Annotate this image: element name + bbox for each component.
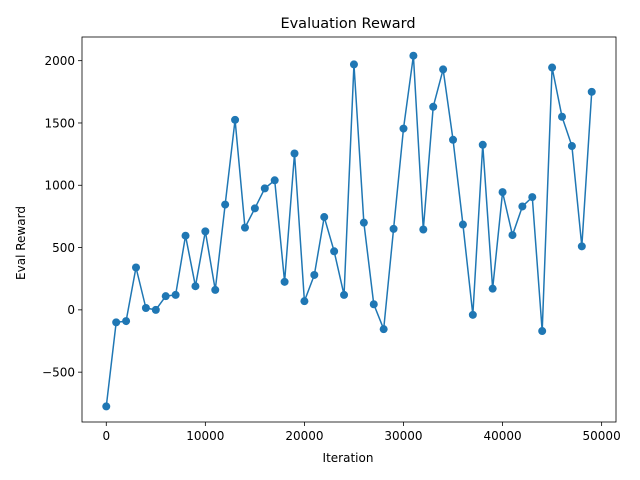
data-point xyxy=(280,277,289,286)
data-point xyxy=(558,112,567,121)
data-point xyxy=(577,242,586,251)
data-point xyxy=(131,263,140,272)
y-tick-label: 2000 xyxy=(44,54,75,68)
data-point xyxy=(518,202,527,211)
data-point xyxy=(122,317,131,326)
data-point xyxy=(359,218,368,227)
y-axis-label: Eval Reward xyxy=(14,206,28,280)
data-point xyxy=(419,225,428,234)
data-point xyxy=(379,325,388,334)
x-tick-label: 20000 xyxy=(285,429,323,443)
chart-title: Evaluation Reward xyxy=(280,16,415,32)
data-point xyxy=(270,176,279,185)
data-point xyxy=(409,51,418,60)
data-point xyxy=(399,124,408,133)
data-point xyxy=(211,285,220,294)
x-tick-label: 30000 xyxy=(384,429,422,443)
data-point xyxy=(181,231,190,240)
axes-layer: 0 10000 20000 30000 40000 50000 −500 0 500 1000 15… xyxy=(42,36,621,443)
data-point xyxy=(161,292,170,301)
data-point xyxy=(468,310,477,319)
series-layer xyxy=(102,51,596,411)
axes-frame xyxy=(81,36,617,423)
data-point xyxy=(439,65,448,74)
data-point xyxy=(260,184,269,193)
data-point xyxy=(488,284,497,293)
data-point xyxy=(201,227,210,236)
data-point xyxy=(349,60,358,69)
data-point xyxy=(320,213,329,222)
data-point xyxy=(498,188,507,197)
y-tick-label: 1500 xyxy=(44,116,75,130)
data-point xyxy=(458,220,467,229)
data-point xyxy=(528,193,537,202)
data-point xyxy=(567,142,576,151)
data-point xyxy=(508,231,517,240)
x-tick-label: 0 xyxy=(102,429,110,443)
data-point xyxy=(389,224,398,233)
data-point xyxy=(310,270,319,279)
data-point xyxy=(102,402,111,411)
data-point xyxy=(290,149,299,158)
data-point xyxy=(250,204,259,213)
data-point xyxy=(330,247,339,256)
x-axis-label: Iteration xyxy=(323,451,374,465)
x-tick-label: 40000 xyxy=(483,429,521,443)
y-tick-label: 0 xyxy=(67,303,75,317)
data-point xyxy=(151,305,160,314)
data-point xyxy=(429,102,438,111)
data-point xyxy=(300,297,309,306)
data-point xyxy=(538,327,547,336)
y-tick-label: 500 xyxy=(52,241,75,255)
x-tick-label: 10000 xyxy=(186,429,224,443)
data-point xyxy=(141,303,150,312)
data-point xyxy=(191,282,200,291)
y-tick-label: −500 xyxy=(42,365,75,379)
data-point xyxy=(171,290,180,299)
data-point xyxy=(449,135,458,144)
data-point xyxy=(478,140,487,149)
x-tick-label: 50000 xyxy=(583,429,621,443)
data-point xyxy=(240,223,249,232)
series-line xyxy=(105,54,593,407)
data-point xyxy=(231,115,240,124)
data-point xyxy=(221,200,230,209)
data-point xyxy=(548,63,557,72)
data-point xyxy=(587,87,596,96)
data-point xyxy=(340,290,349,299)
data-point xyxy=(112,318,121,327)
y-tick-label: 1000 xyxy=(44,179,75,193)
data-point xyxy=(369,300,378,309)
